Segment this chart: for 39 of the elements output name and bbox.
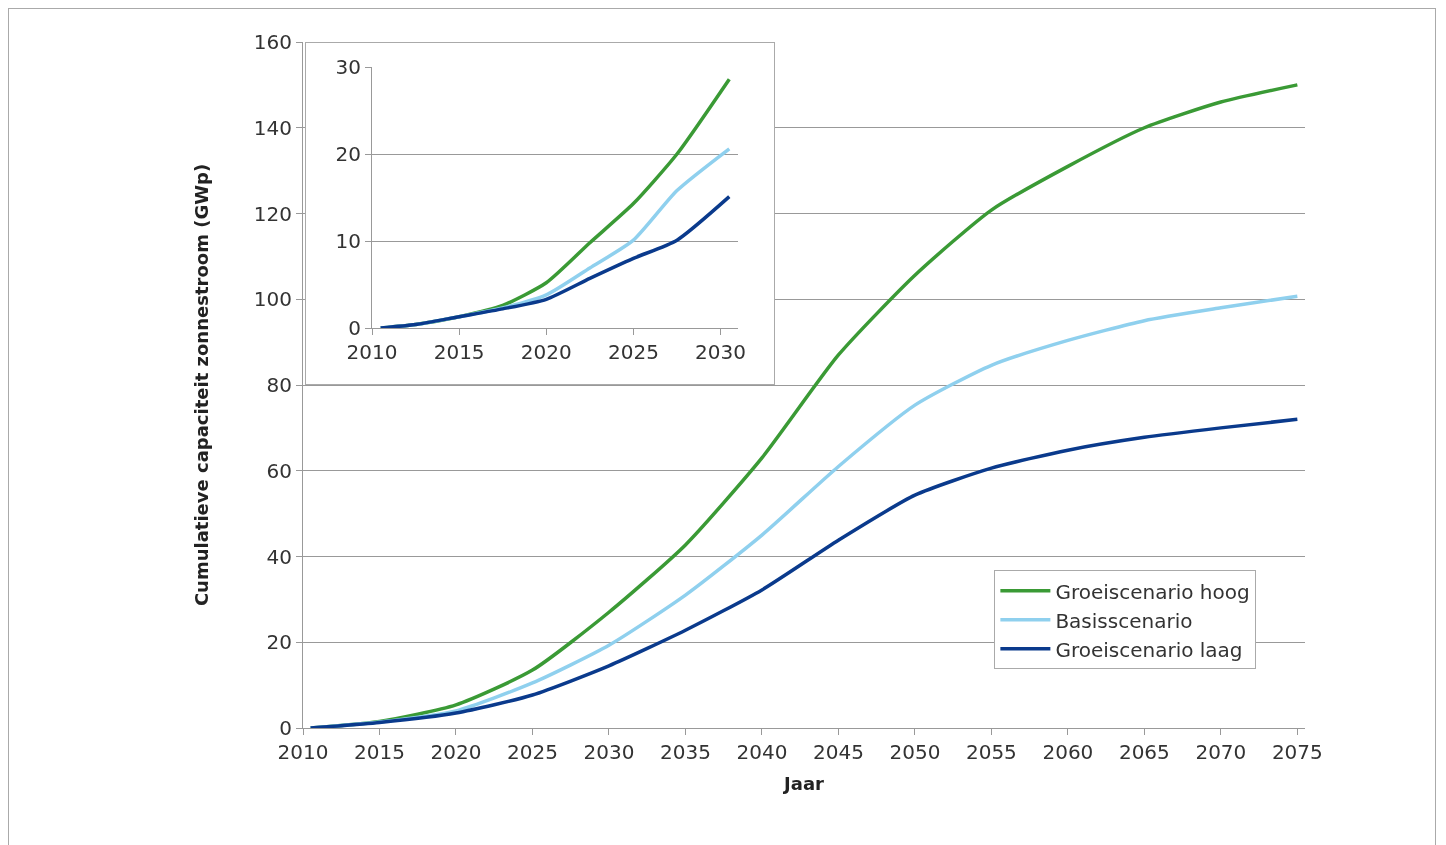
y-tick-label: 0 bbox=[348, 316, 361, 340]
x-tick-label: 2025 bbox=[507, 740, 558, 764]
x-tick-label: 2025 bbox=[607, 340, 659, 364]
y-tick-label: 120 bbox=[253, 201, 292, 226]
x-tick-label: 2030 bbox=[583, 740, 635, 764]
line-series bbox=[378, 194, 732, 328]
y-tick-label: 140 bbox=[253, 115, 292, 140]
y-tick-label: 60 bbox=[266, 458, 292, 483]
x-tick-label: 2020 bbox=[520, 340, 572, 364]
x-tick-label: 2015 bbox=[354, 740, 405, 764]
x-tick-label: 2050 bbox=[889, 740, 941, 764]
x-tick-label: 2060 bbox=[1042, 740, 1094, 764]
y-tick-label: 80 bbox=[266, 373, 292, 397]
x-tick-label: 2070 bbox=[1195, 740, 1247, 764]
legend-label: Groeiscenario hoog bbox=[1055, 579, 1250, 604]
x-tick-label: 2020 bbox=[430, 740, 482, 764]
x-tick-label: 2045 bbox=[812, 740, 864, 764]
x-tick-label: 2035 bbox=[659, 740, 711, 764]
x-tick-label: 2015 bbox=[433, 340, 485, 364]
line-series bbox=[308, 417, 1300, 728]
y-tick-label: 0 bbox=[279, 716, 292, 740]
y-tick-label: 20 bbox=[266, 630, 292, 655]
y-tick-label: 30 bbox=[335, 55, 361, 79]
y-tick-label: 160 bbox=[253, 30, 292, 54]
x-tick-label: 2065 bbox=[1118, 740, 1170, 764]
x-tick-label: 2055 bbox=[965, 740, 1017, 764]
y-axis-title: Cumulatieve capaciteit zonnestroom (GWp) bbox=[191, 163, 213, 607]
y-tick-label: 20 bbox=[335, 142, 361, 166]
legend-label: Groeiscenario laag bbox=[1055, 637, 1243, 662]
x-tick-label: 2030 bbox=[695, 340, 747, 364]
y-tick-label: 40 bbox=[266, 544, 292, 569]
x-axis-title: Jaar bbox=[782, 773, 825, 795]
legend-label: Basisscenario bbox=[1055, 608, 1193, 633]
x-tick-label: 2075 bbox=[1271, 740, 1323, 764]
y-tick-label: 100 bbox=[253, 287, 292, 312]
x-tick-label: 2040 bbox=[736, 740, 788, 764]
x-tick-label: 2010 bbox=[277, 740, 329, 764]
x-tick-label: 2010 bbox=[346, 340, 398, 364]
y-tick-label: 10 bbox=[335, 229, 361, 253]
